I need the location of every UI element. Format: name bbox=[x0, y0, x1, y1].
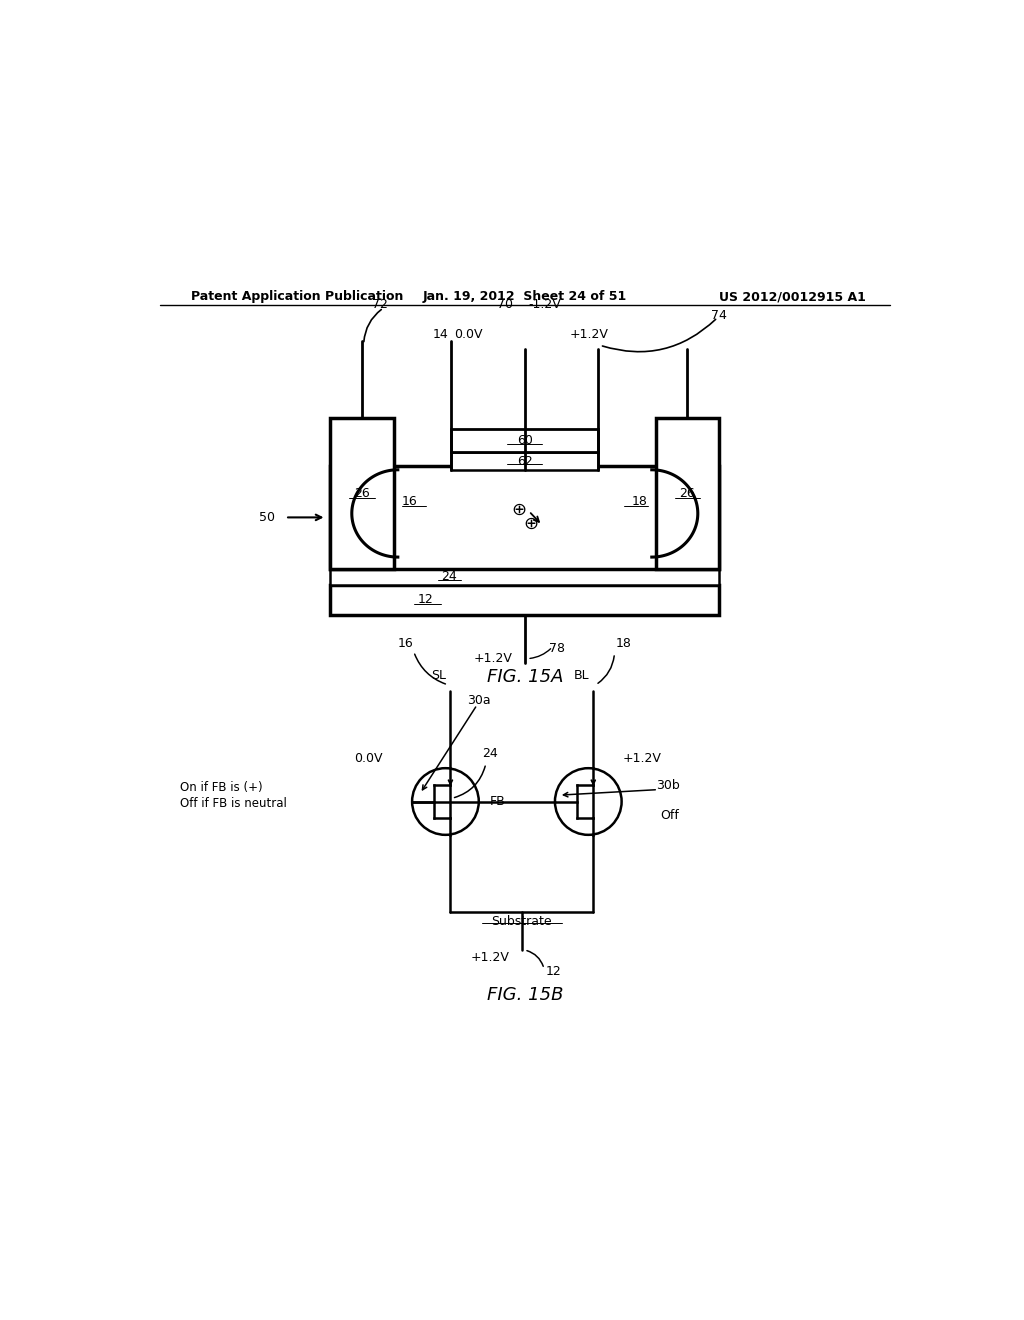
Text: 74: 74 bbox=[712, 309, 727, 322]
Text: 24: 24 bbox=[441, 570, 458, 583]
Text: +1.2V: +1.2V bbox=[471, 952, 510, 965]
Text: SL: SL bbox=[431, 669, 446, 682]
Text: On if FB is (+): On if FB is (+) bbox=[179, 780, 262, 793]
Text: 16: 16 bbox=[401, 495, 418, 508]
Text: +1.2V: +1.2V bbox=[569, 329, 608, 342]
Bar bbox=[452, 429, 598, 453]
Text: Off if FB is neutral: Off if FB is neutral bbox=[179, 796, 287, 809]
Bar bbox=[655, 418, 719, 569]
Text: 18: 18 bbox=[632, 495, 648, 508]
Text: 0.0V: 0.0V bbox=[455, 329, 483, 342]
Text: 30b: 30b bbox=[655, 779, 680, 792]
Text: FB: FB bbox=[489, 795, 506, 808]
Text: 18: 18 bbox=[616, 638, 632, 649]
Text: 0.0V: 0.0V bbox=[354, 752, 383, 766]
Text: 24: 24 bbox=[482, 747, 498, 760]
Text: BL: BL bbox=[573, 669, 589, 682]
Text: 60: 60 bbox=[517, 434, 532, 447]
Text: 14: 14 bbox=[432, 329, 449, 342]
Text: 26: 26 bbox=[680, 487, 695, 500]
Text: ⊕: ⊕ bbox=[511, 500, 526, 519]
Text: Off: Off bbox=[659, 809, 679, 822]
Text: 12: 12 bbox=[418, 594, 433, 606]
Text: Substrate: Substrate bbox=[492, 915, 552, 928]
Text: 12: 12 bbox=[546, 965, 561, 978]
Text: 62: 62 bbox=[517, 454, 532, 467]
Text: ⊕: ⊕ bbox=[523, 515, 539, 533]
Text: FIG. 15B: FIG. 15B bbox=[486, 986, 563, 1005]
Text: 70: 70 bbox=[497, 298, 513, 312]
Bar bbox=[331, 466, 719, 569]
Text: -1.2V: -1.2V bbox=[528, 298, 561, 312]
Text: 30a: 30a bbox=[467, 694, 490, 708]
Bar bbox=[331, 418, 394, 569]
Bar bbox=[331, 569, 719, 585]
Text: Jan. 19, 2012  Sheet 24 of 51: Jan. 19, 2012 Sheet 24 of 51 bbox=[423, 290, 627, 304]
Text: FIG. 15A: FIG. 15A bbox=[486, 668, 563, 686]
Text: 78: 78 bbox=[549, 642, 564, 655]
Text: 72: 72 bbox=[373, 298, 388, 312]
Bar bbox=[452, 453, 598, 470]
Text: Patent Application Publication: Patent Application Publication bbox=[191, 290, 403, 304]
Bar bbox=[331, 585, 719, 615]
Text: +1.2V: +1.2V bbox=[623, 752, 662, 766]
Text: US 2012/0012915 A1: US 2012/0012915 A1 bbox=[719, 290, 866, 304]
Text: +1.2V: +1.2V bbox=[474, 652, 512, 665]
Text: 16: 16 bbox=[398, 638, 414, 649]
Text: 26: 26 bbox=[354, 487, 370, 500]
Text: 50: 50 bbox=[259, 511, 274, 524]
